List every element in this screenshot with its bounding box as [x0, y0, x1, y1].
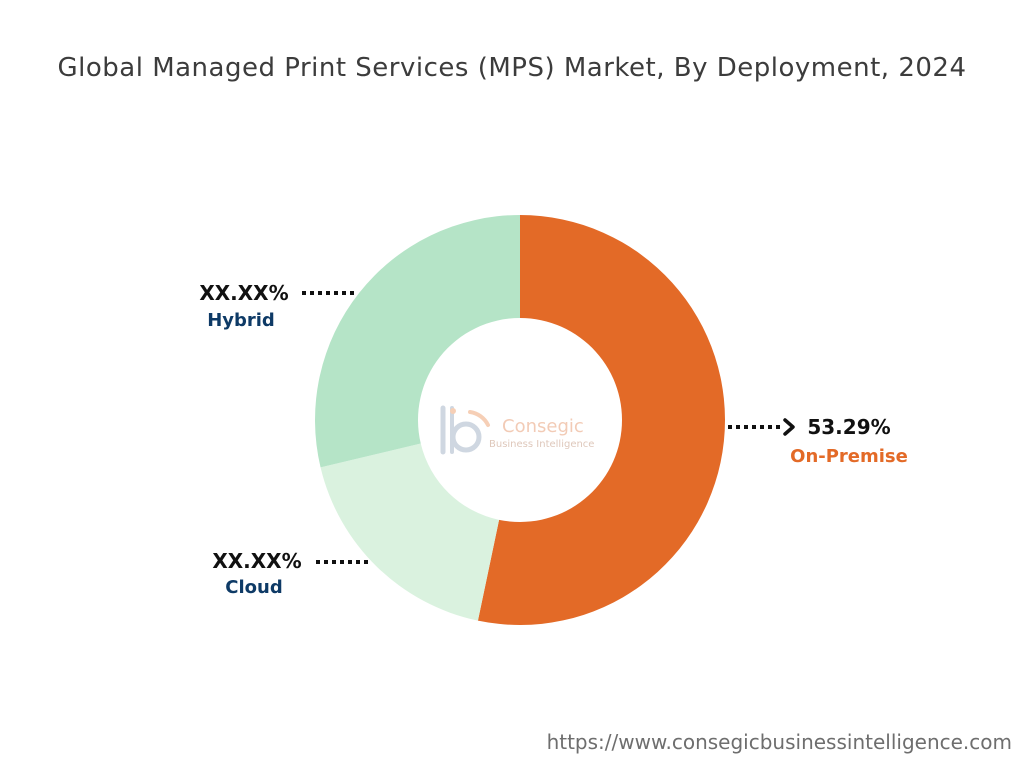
logo-tagline: Business Intelligence: [489, 439, 594, 450]
slice-on-premise: [477, 215, 725, 625]
consegic-logo: Consegic Business Intelligence: [440, 405, 594, 455]
chart-title: Global Managed Print Services (MPS) Mark…: [57, 53, 967, 83]
category-label-on-premise: On-Premise: [790, 446, 908, 467]
value-label-on-premise: 53.29%: [807, 415, 890, 439]
slice-cloud: [320, 443, 500, 621]
slice-hybrid: [315, 215, 520, 468]
value-label-cloud: XX.XX%: [212, 549, 301, 573]
logo-name: Consegic: [502, 416, 584, 437]
source-url: https://www.consegicbusinessintelligence…: [546, 730, 1012, 754]
label-hybrid: XX.XX% Hybrid: [199, 281, 356, 331]
label-cloud: XX.XX% Cloud: [212, 549, 370, 598]
category-label-hybrid: Hybrid: [207, 310, 275, 331]
arrow-right-icon: [783, 418, 795, 436]
value-label-hybrid: XX.XX%: [199, 281, 288, 305]
label-on-premise: 53.29% On-Premise: [728, 415, 908, 467]
logo-mark-icon: [440, 405, 490, 455]
category-label-cloud: Cloud: [225, 577, 282, 598]
